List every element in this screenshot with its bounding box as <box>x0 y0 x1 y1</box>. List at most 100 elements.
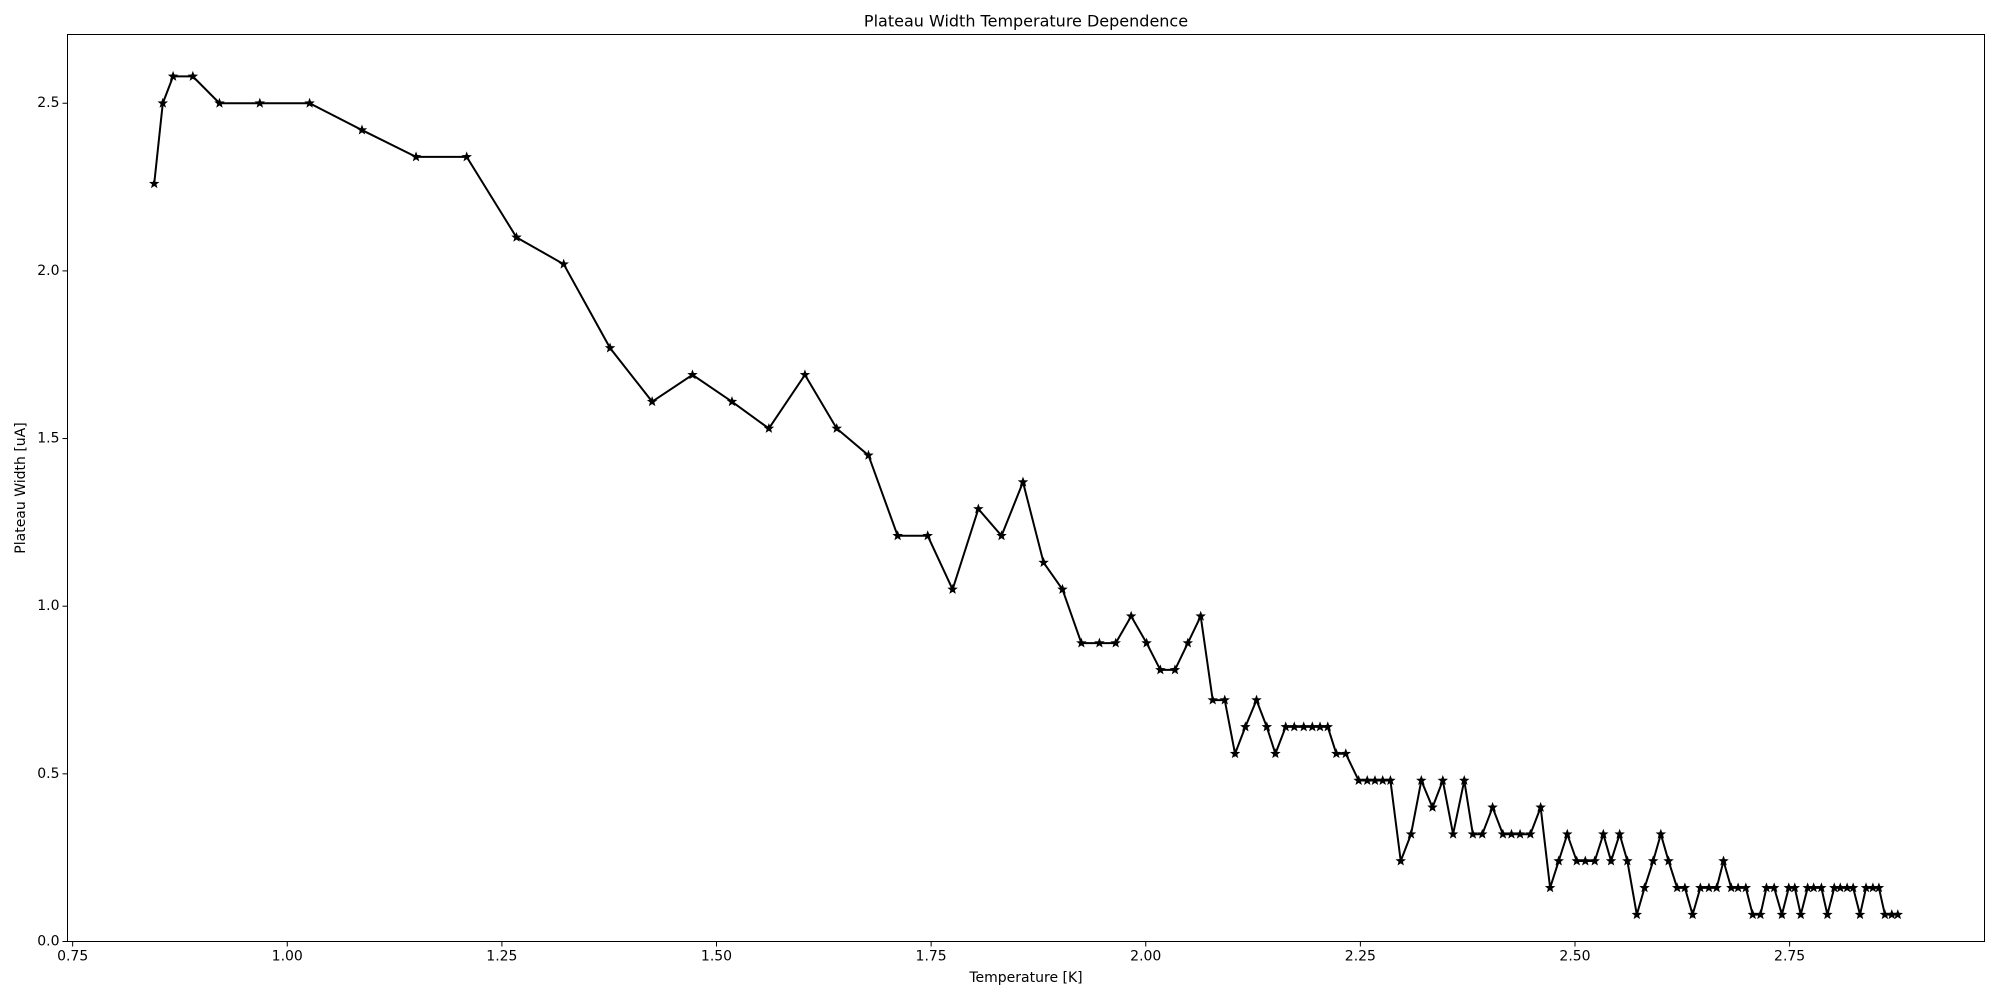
x-tick-label: 1.00 <box>272 949 303 965</box>
data-point <box>1487 801 1498 812</box>
data-point <box>1639 882 1650 893</box>
data-point <box>1094 637 1105 648</box>
data-point <box>1835 882 1846 893</box>
data-point <box>1110 637 1121 648</box>
x-tick-label: 2.00 <box>1130 949 1161 965</box>
data-point <box>831 422 842 433</box>
data-point <box>1395 855 1406 866</box>
data-point <box>1614 828 1625 839</box>
data-point <box>947 583 958 594</box>
data-point <box>1289 721 1300 732</box>
data-point <box>1795 909 1807 920</box>
data-point <box>1340 748 1352 759</box>
data-point <box>1280 721 1291 732</box>
data-point <box>1535 801 1546 812</box>
data-point <box>1447 828 1459 839</box>
data-point <box>1377 775 1388 785</box>
data-point <box>1459 775 1470 785</box>
data-point <box>1671 882 1683 893</box>
data-point <box>1816 882 1827 893</box>
data-point <box>1270 748 1281 759</box>
data-point <box>1017 476 1029 487</box>
data-point <box>1854 909 1866 920</box>
y-axis-label: Plateau Width [uA] <box>13 422 29 553</box>
data-point <box>1841 882 1853 893</box>
data-point <box>1544 882 1556 893</box>
data-point <box>410 151 422 162</box>
data-point <box>1605 855 1617 866</box>
data-point <box>1622 855 1633 866</box>
data-point <box>1261 721 1273 732</box>
data-point <box>157 97 169 108</box>
data-point <box>1416 775 1427 785</box>
data-point <box>996 530 1007 541</box>
data-point <box>1169 664 1181 675</box>
x-tick-label: 1.50 <box>701 949 732 965</box>
data-point <box>1219 694 1230 705</box>
data-point <box>304 97 315 108</box>
x-tick-label: 0.75 <box>57 949 88 965</box>
data-point <box>1598 828 1609 839</box>
data-point <box>1353 775 1364 785</box>
data-point <box>1802 882 1813 893</box>
data-point <box>167 70 179 81</box>
data-point <box>973 503 984 514</box>
data-point <box>1427 801 1438 812</box>
data-point <box>1195 610 1206 621</box>
x-tick-label: 2.50 <box>1559 949 1590 965</box>
data-point <box>1711 882 1722 893</box>
data-point <box>1679 882 1691 893</box>
x-tick-label: 2.25 <box>1345 949 1376 965</box>
chart-title: Plateau Width Temperature Dependence <box>864 12 1188 31</box>
data-point <box>1589 855 1600 866</box>
data-point <box>1822 909 1833 920</box>
data-point <box>763 422 775 433</box>
data-point <box>1768 882 1780 893</box>
data-point <box>1525 828 1536 839</box>
data-point <box>1631 909 1643 920</box>
data-point <box>214 97 225 108</box>
data-point <box>1298 721 1309 732</box>
data-point <box>254 97 266 108</box>
data-point <box>1207 694 1218 705</box>
data-point <box>1251 694 1262 705</box>
data-line <box>153 75 1898 919</box>
data-point <box>1892 909 1904 920</box>
data-point <box>461 151 472 162</box>
x-tick-label: 1.75 <box>916 949 947 965</box>
data-point <box>1776 909 1788 920</box>
data-point <box>1322 721 1333 732</box>
data-point <box>1580 855 1591 866</box>
data-point <box>1385 775 1396 785</box>
data-point <box>646 396 658 407</box>
data-point <box>1467 828 1479 839</box>
data-point <box>1755 909 1766 920</box>
data-point <box>1663 855 1674 866</box>
data-point <box>1732 882 1744 893</box>
data-point <box>1182 637 1194 648</box>
data-point <box>799 369 811 380</box>
data-point <box>1873 882 1885 893</box>
data-point <box>1703 882 1715 893</box>
data-point <box>1740 882 1752 893</box>
data-point <box>1783 882 1794 893</box>
data-point <box>187 70 199 81</box>
data-point <box>1655 828 1667 839</box>
data-point <box>1514 828 1526 839</box>
x-tick-label: 2.75 <box>1774 949 1805 965</box>
y-tick-label: 2.5 <box>37 95 59 111</box>
data-point <box>1506 828 1517 839</box>
x-tick-label: 1.25 <box>486 949 517 965</box>
data-point <box>1038 557 1049 568</box>
y-tick-label: 1.0 <box>37 598 59 614</box>
data-point <box>1847 882 1859 893</box>
data-point <box>1687 909 1698 920</box>
data-point <box>1125 610 1137 621</box>
data-point <box>558 258 569 269</box>
data-point <box>1808 882 1819 893</box>
x-axis-label: Temperature [K] <box>968 970 1082 986</box>
data-point <box>1867 882 1879 893</box>
data-point <box>863 449 874 460</box>
data-point <box>1362 775 1373 785</box>
